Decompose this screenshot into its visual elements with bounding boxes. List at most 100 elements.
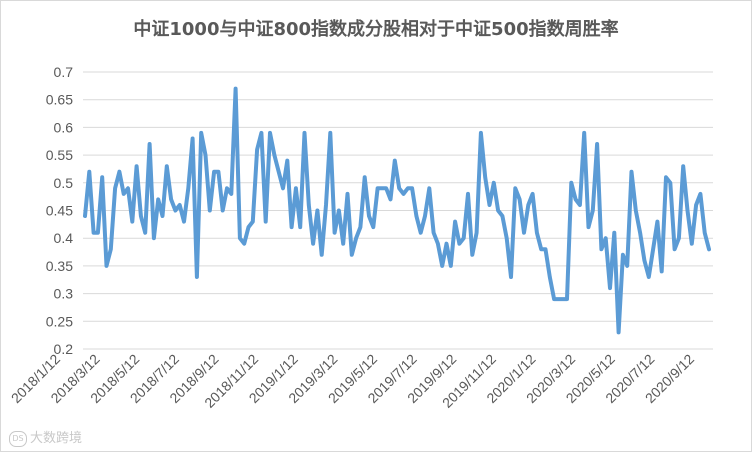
data-point — [699, 192, 702, 195]
data-point — [591, 209, 594, 212]
data-point — [695, 204, 698, 206]
data-point — [578, 204, 581, 206]
data-point — [346, 192, 349, 195]
data-point — [114, 187, 117, 190]
data-point — [294, 187, 297, 190]
data-point — [195, 276, 198, 278]
y-tick-label: 0.55 — [46, 147, 73, 163]
data-point — [333, 231, 336, 234]
y-tick-label: 0.7 — [54, 64, 74, 80]
data-point — [449, 264, 452, 267]
data-point — [312, 242, 315, 245]
data-point — [656, 220, 659, 223]
data-point — [497, 209, 500, 212]
data-point — [316, 209, 319, 212]
data-point — [626, 264, 629, 267]
data-point — [458, 242, 461, 245]
data-point — [221, 209, 224, 212]
data-point — [647, 276, 650, 278]
data-point — [200, 131, 203, 134]
data-point — [256, 148, 259, 151]
data-point — [127, 187, 129, 190]
data-point — [269, 131, 271, 134]
y-tick-label: 0.25 — [46, 313, 73, 329]
data-point — [557, 298, 560, 301]
data-point — [406, 187, 409, 190]
data-point — [553, 298, 556, 301]
data-point — [479, 131, 482, 134]
data-point — [243, 242, 246, 245]
data-point — [286, 159, 289, 162]
data-point — [398, 187, 401, 190]
data-point — [393, 159, 396, 162]
data-point — [84, 215, 86, 217]
data-point — [208, 209, 211, 212]
data-point — [630, 170, 633, 173]
data-point — [475, 231, 478, 234]
data-point — [665, 176, 667, 179]
data-point — [101, 176, 104, 179]
data-point — [372, 226, 375, 229]
data-point — [122, 192, 125, 195]
data-point — [230, 192, 233, 195]
data-point — [264, 220, 267, 223]
data-point — [682, 165, 685, 168]
data-point — [432, 231, 435, 234]
data-point — [436, 242, 439, 245]
y-tick-label: 0.4 — [54, 230, 74, 246]
data-point — [299, 226, 302, 229]
data-point — [441, 264, 444, 267]
data-point — [170, 198, 173, 201]
data-point — [226, 187, 228, 190]
y-tick-label: 0.65 — [46, 92, 73, 108]
data-point — [527, 204, 530, 206]
data-point — [152, 237, 155, 240]
data-point — [510, 276, 512, 278]
data-point — [531, 192, 534, 195]
data-point — [540, 248, 543, 251]
data-point — [617, 331, 620, 334]
data-point — [337, 209, 340, 212]
data-point — [359, 226, 362, 229]
data-point — [669, 181, 672, 184]
data-point — [523, 231, 525, 234]
data-point — [639, 231, 642, 234]
data-point — [350, 253, 353, 256]
data-point — [574, 198, 577, 201]
data-point — [454, 220, 457, 223]
data-point — [609, 287, 611, 290]
data-point — [690, 242, 693, 245]
data-point — [415, 215, 418, 217]
data-point — [613, 231, 616, 234]
data-point — [419, 231, 422, 234]
data-point — [363, 176, 366, 179]
data-point — [587, 226, 590, 229]
data-point — [329, 131, 332, 134]
data-point — [677, 237, 680, 240]
data-point — [488, 204, 491, 206]
data-point — [561, 298, 564, 301]
watermark-text: 大数跨境 — [30, 431, 83, 446]
data-point — [165, 165, 168, 168]
data-point — [92, 231, 95, 234]
data-point — [118, 170, 121, 173]
watermark: DS 大数跨境 — [9, 427, 82, 447]
data-point — [380, 187, 383, 190]
data-point — [484, 176, 487, 179]
data-point — [385, 187, 388, 190]
data-point — [566, 298, 568, 301]
data-point — [708, 248, 710, 251]
data-point — [544, 248, 547, 251]
data-point — [217, 170, 220, 173]
data-point — [652, 248, 655, 251]
data-point — [673, 248, 676, 251]
data-point — [389, 198, 392, 201]
y-tick-label: 0.45 — [46, 203, 73, 219]
data-point — [282, 187, 284, 190]
data-point — [307, 204, 310, 206]
data-point — [411, 187, 414, 190]
data-point — [277, 170, 280, 173]
data-point — [428, 187, 431, 190]
data-point — [105, 264, 108, 267]
data-point — [234, 87, 237, 90]
